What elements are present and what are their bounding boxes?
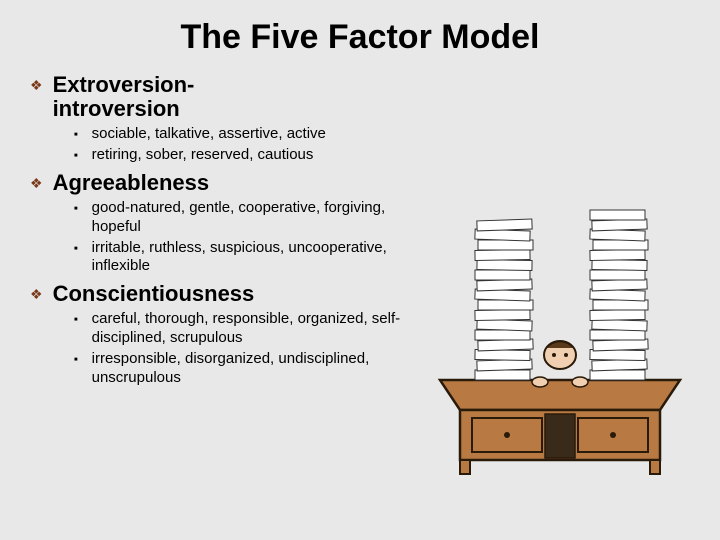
square-bullet-icon: ■ [74, 357, 78, 363]
sub-text: good-natured, gentle, cooperative, forgi… [92, 199, 438, 237]
square-bullet-icon: ■ [74, 246, 78, 252]
slide-title: The Five Factor Model [28, 18, 692, 57]
diamond-bullet-icon: ❖ [30, 175, 43, 192]
sub-text: sociable, talkative, assertive, active [92, 125, 326, 144]
sub-text: irritable, ruthless, suspicious, uncoope… [92, 239, 438, 277]
sub-text: retiring, sober, reserved, cautious [92, 146, 314, 165]
factor-title: Extroversion- introversion [53, 73, 195, 121]
list-item: ■ irritable, ruthless, suspicious, uncoo… [74, 239, 438, 277]
diamond-bullet-icon: ❖ [30, 286, 43, 303]
list-item: ■ careful, thorough, responsible, organi… [74, 310, 438, 348]
factor-extroversion: ❖ Extroversion- introversion ■ sociable,… [28, 73, 438, 165]
list-item: ■ sociable, talkative, assertive, active [74, 125, 438, 144]
square-bullet-icon: ■ [74, 153, 78, 159]
content-area: ❖ Extroversion- introversion ■ sociable,… [28, 73, 438, 387]
factor-title: Conscientiousness [53, 282, 255, 306]
factor-title: Agreeableness [53, 171, 210, 195]
square-bullet-icon: ■ [74, 132, 78, 138]
factor-conscientiousness: ❖ Conscientiousness ■ careful, thorough,… [28, 282, 438, 387]
diamond-bullet-icon: ❖ [30, 77, 43, 94]
square-bullet-icon: ■ [74, 317, 78, 323]
square-bullet-icon: ■ [74, 206, 78, 212]
list-item: ■ irresponsible, disorganized, undiscipl… [74, 350, 438, 388]
sub-text: careful, thorough, responsible, organize… [92, 310, 438, 348]
desk-papers-clipart-icon [430, 200, 690, 480]
factor-agreeableness: ❖ Agreeableness ■ good-natured, gentle, … [28, 171, 438, 276]
list-item: ■ good-natured, gentle, cooperative, for… [74, 199, 438, 237]
list-item: ■ retiring, sober, reserved, cautious [74, 146, 438, 165]
sub-text: irresponsible, disorganized, undisciplin… [92, 350, 438, 388]
